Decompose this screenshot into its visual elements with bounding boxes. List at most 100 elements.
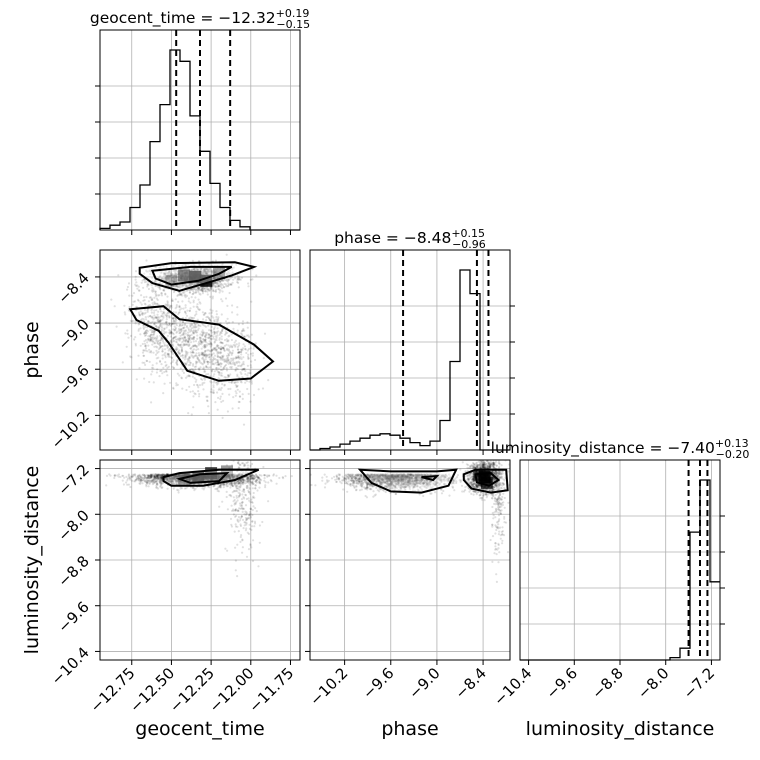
sample-point xyxy=(227,278,230,281)
sample-point xyxy=(239,474,242,477)
sample-point xyxy=(256,476,259,479)
sample-point xyxy=(218,373,221,376)
sample-point xyxy=(171,273,174,276)
sample-point xyxy=(169,272,172,276)
sample-point xyxy=(156,476,159,479)
sample-point xyxy=(216,327,219,330)
sample-point xyxy=(212,282,215,285)
sample-point xyxy=(168,478,171,481)
sample-point xyxy=(252,475,256,478)
sample-point xyxy=(255,481,258,484)
sample-point xyxy=(185,326,188,329)
sample-point xyxy=(189,347,192,350)
sample-point xyxy=(165,478,168,481)
sample-point xyxy=(216,381,219,384)
sample-point xyxy=(204,338,207,341)
sample-point xyxy=(227,473,230,476)
sample-point xyxy=(261,387,265,390)
sample-point xyxy=(208,340,211,343)
sample-point xyxy=(190,282,194,285)
sample-point xyxy=(238,395,241,398)
sample-point xyxy=(169,330,172,333)
sample-point xyxy=(143,312,146,315)
sample-point xyxy=(200,377,203,380)
sample-point xyxy=(146,476,149,480)
sample-point xyxy=(183,338,186,342)
sample-point xyxy=(192,305,195,308)
sample-point xyxy=(247,392,250,395)
sample-point xyxy=(158,316,161,319)
sample-point xyxy=(179,334,182,337)
sample-point xyxy=(232,357,235,360)
sample-point xyxy=(162,392,165,395)
sample-point xyxy=(202,352,205,355)
sample-point xyxy=(217,362,220,365)
sample-point xyxy=(219,348,223,351)
sample-point xyxy=(208,343,211,346)
sample-point xyxy=(244,347,247,351)
sample-point xyxy=(200,343,203,346)
sample-point xyxy=(228,283,231,286)
sample-point xyxy=(233,361,236,365)
sample-point xyxy=(209,308,212,311)
sample-point xyxy=(168,324,171,327)
sample-point xyxy=(219,332,222,335)
sample-point xyxy=(253,476,256,479)
sample-point xyxy=(184,329,187,332)
sample-point xyxy=(155,321,158,324)
sample-point xyxy=(189,328,192,331)
sample-point xyxy=(194,291,197,294)
sample-point xyxy=(206,268,209,271)
sample-point xyxy=(183,336,186,339)
sample-point xyxy=(174,307,177,310)
sample-point xyxy=(166,275,169,278)
sample-point xyxy=(180,307,183,310)
sample-point xyxy=(175,474,178,478)
sample-point xyxy=(159,341,162,344)
sample-point xyxy=(228,476,231,479)
sample-point xyxy=(234,394,237,397)
sample-point xyxy=(192,344,195,347)
sample-point xyxy=(171,317,175,320)
sample-point xyxy=(170,350,173,353)
sample-point xyxy=(170,340,173,343)
sample-point xyxy=(230,483,234,486)
sample-point xyxy=(218,337,221,340)
sample-point xyxy=(206,354,209,357)
sample-point xyxy=(201,353,204,356)
sample-point xyxy=(232,278,235,281)
sample-point xyxy=(194,393,197,396)
sample-point xyxy=(237,281,240,284)
sample-point xyxy=(214,349,218,352)
sample-point xyxy=(224,476,227,479)
sample-point xyxy=(230,381,233,384)
sample-point xyxy=(244,381,247,384)
sample-point xyxy=(153,309,156,312)
sample-point xyxy=(236,277,239,280)
sample-point xyxy=(227,270,230,274)
sample-point xyxy=(214,335,217,338)
sample-point xyxy=(147,475,151,478)
sample-point xyxy=(237,348,240,351)
sample-point xyxy=(183,283,186,287)
sample-point xyxy=(221,483,224,486)
sample-point xyxy=(168,329,171,332)
sample-point xyxy=(197,367,200,370)
sample-point xyxy=(214,290,217,293)
sample-point xyxy=(183,343,187,346)
sample-point xyxy=(166,345,170,348)
sample-point xyxy=(175,275,178,278)
sample-point xyxy=(146,350,149,353)
sample-point xyxy=(170,285,173,288)
sample-point xyxy=(201,288,204,291)
sample-point xyxy=(168,276,171,279)
sample-point xyxy=(172,359,175,362)
sample-point xyxy=(272,474,275,477)
sample-point xyxy=(215,367,218,370)
sample-point xyxy=(164,273,167,277)
sample-point xyxy=(139,301,142,304)
sample-point xyxy=(192,338,195,341)
sample-point xyxy=(172,320,175,323)
sample-point xyxy=(203,270,206,273)
sample-point xyxy=(201,382,204,385)
